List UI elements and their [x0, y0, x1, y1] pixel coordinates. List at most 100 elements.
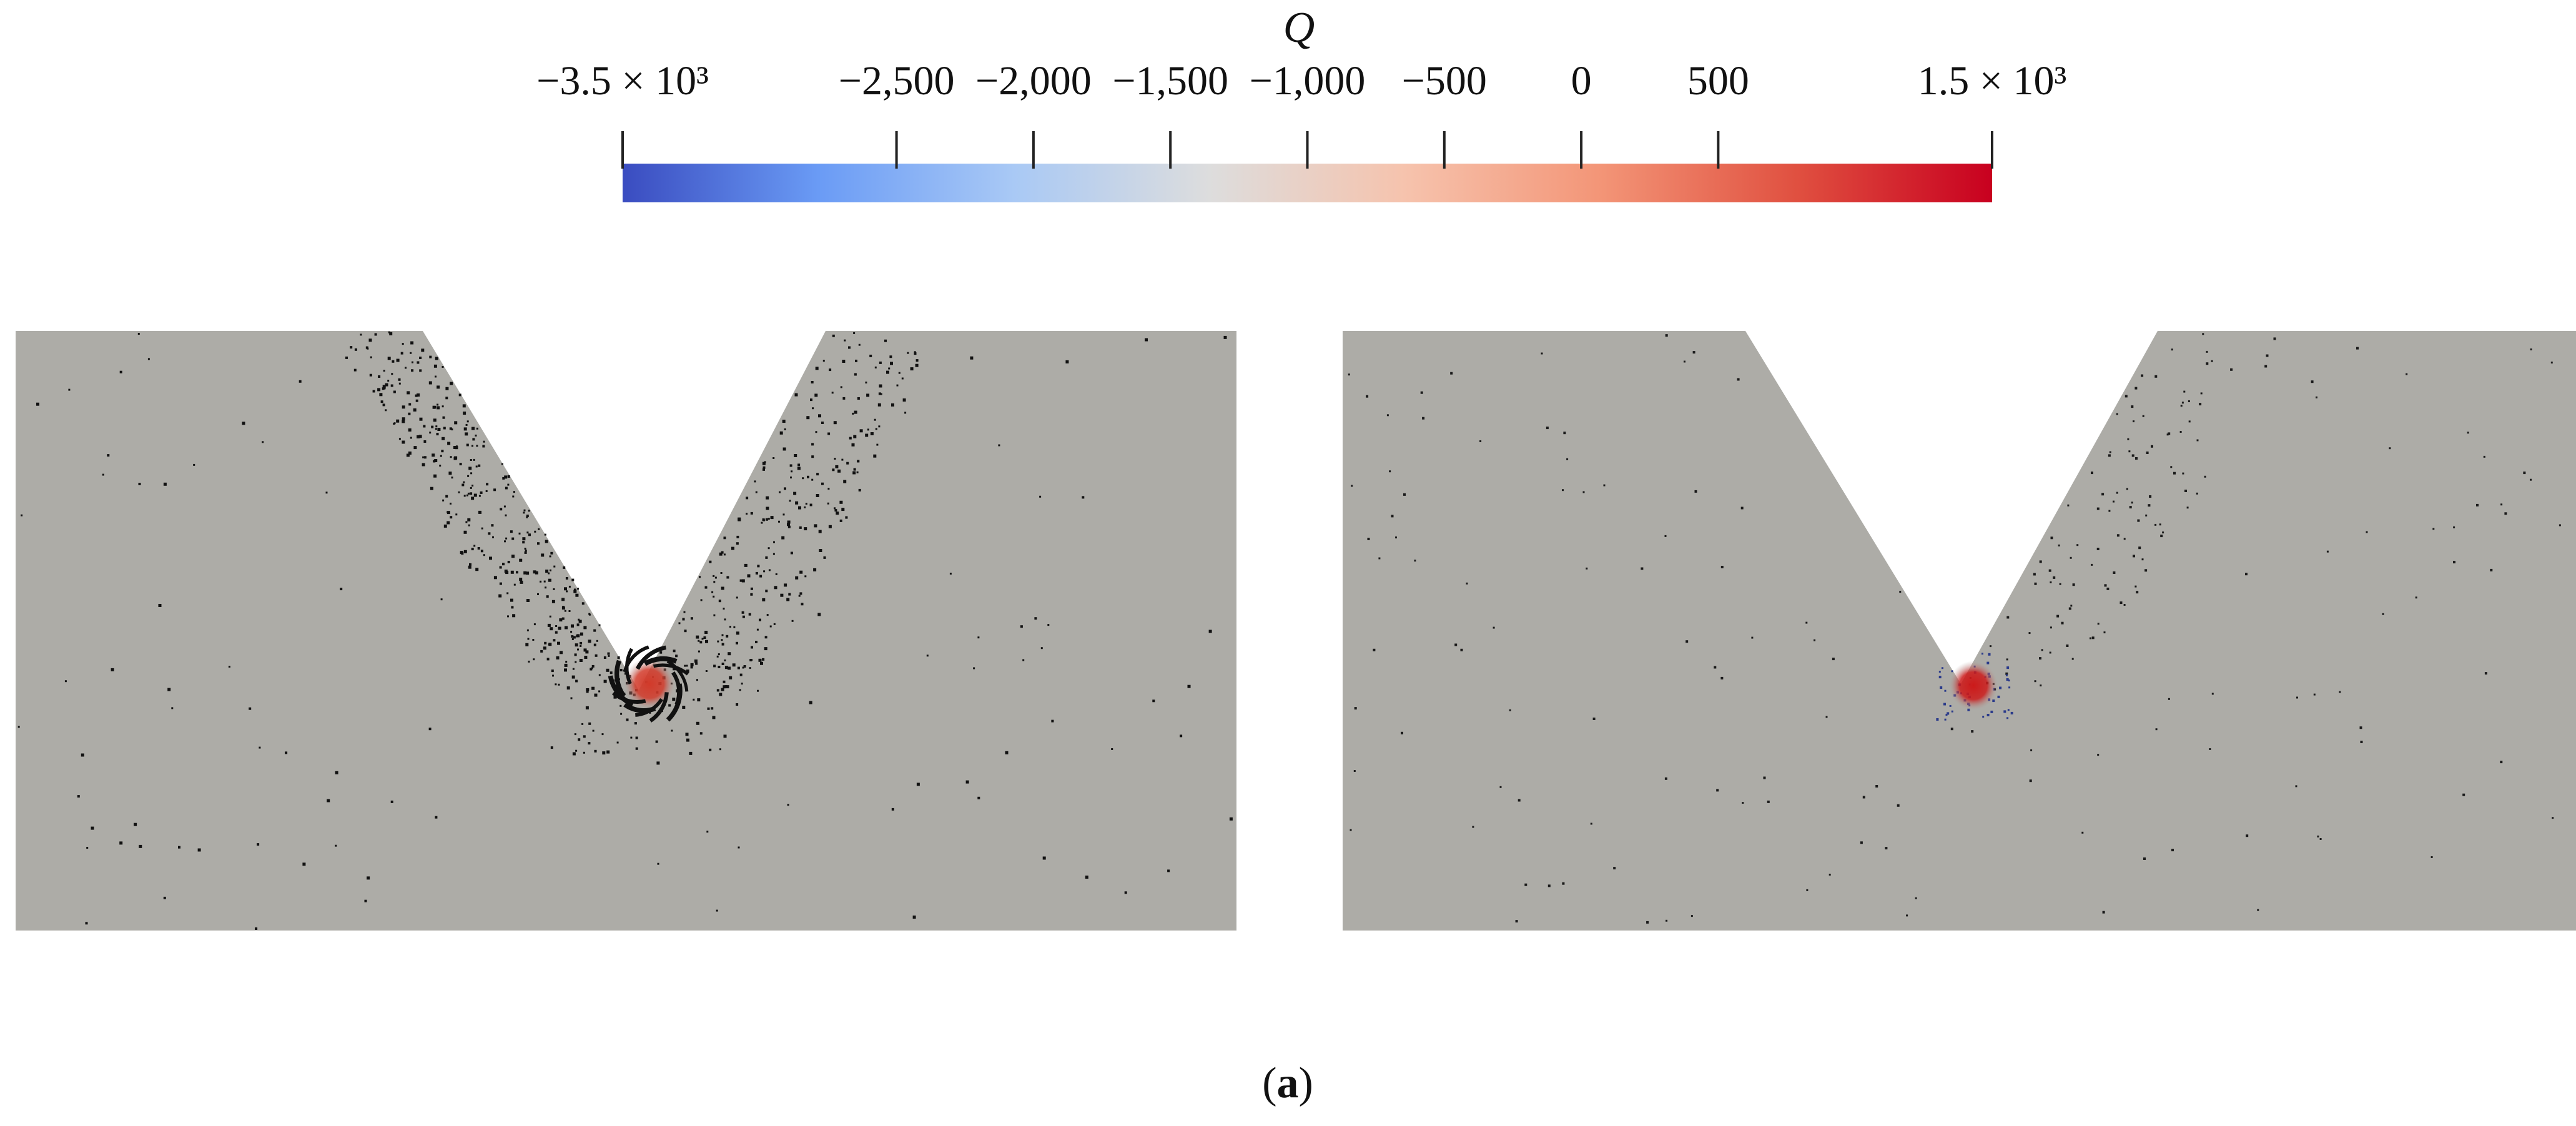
- particle-mark: [2245, 573, 2248, 576]
- swirl-stroke: [623, 702, 656, 713]
- particle-mark: [2155, 728, 2158, 731]
- particle-mark: [603, 656, 606, 659]
- particle-mark: [780, 593, 784, 597]
- particle-mark: [583, 751, 585, 754]
- particle-mark: [1180, 734, 1183, 738]
- particle-mark: [2462, 793, 2465, 796]
- particle-mark: [2053, 576, 2056, 579]
- particle-mark: [372, 390, 375, 393]
- particle-mark: [2006, 678, 2009, 681]
- particle-mark: [575, 643, 578, 647]
- particle-mark: [502, 477, 505, 480]
- particle-mark: [721, 663, 724, 665]
- particle-mark: [512, 614, 516, 618]
- particle-mark: [809, 701, 812, 704]
- particle-mark: [877, 403, 881, 407]
- particle-mark: [712, 716, 716, 719]
- particle-mark: [503, 505, 506, 508]
- particle-mark: [804, 527, 807, 531]
- particle-mark: [741, 579, 745, 583]
- particle-mark: [493, 488, 496, 491]
- particle-mark: [2430, 856, 2433, 858]
- particle-mark: [1403, 493, 1406, 496]
- particle-mark: [553, 588, 555, 590]
- particle-mark: [447, 442, 451, 445]
- particle-mark: [764, 647, 767, 651]
- particle-mark: [898, 372, 901, 374]
- particle-mark: [673, 667, 676, 671]
- particle-mark: [413, 446, 417, 450]
- particle-mark: [790, 477, 792, 479]
- particle-mark: [1692, 351, 1695, 354]
- particle-mark: [602, 751, 606, 755]
- particle-mark: [858, 343, 861, 346]
- particle-mark: [551, 600, 555, 603]
- particle-mark: [2145, 514, 2148, 516]
- particle-mark: [2096, 507, 2100, 510]
- particle-mark: [77, 795, 80, 798]
- particle-mark: [779, 431, 783, 435]
- particle-mark: [477, 547, 480, 550]
- particle-mark: [798, 506, 801, 510]
- particle-mark: [379, 393, 383, 397]
- particle-mark: [2040, 684, 2042, 687]
- particle-mark: [2029, 779, 2032, 783]
- particle-mark: [798, 595, 801, 597]
- particle-mark: [970, 356, 974, 360]
- particle-mark: [1684, 360, 1685, 363]
- particle-mark: [2319, 838, 2322, 840]
- particle-mark: [463, 481, 465, 483]
- particle-mark: [505, 537, 508, 540]
- particle-mark: [586, 688, 590, 691]
- particle-mark: [750, 587, 753, 590]
- particle-mark: [613, 695, 617, 699]
- particle-mark: [545, 570, 549, 573]
- particle-mark: [2366, 531, 2368, 533]
- particle-mark: [510, 570, 514, 574]
- particle-mark: [787, 520, 791, 524]
- particle-mark: [668, 704, 671, 707]
- particle-mark: [718, 600, 721, 603]
- particle-mark: [408, 412, 411, 415]
- particle-mark: [524, 551, 527, 554]
- particle-mark: [167, 688, 171, 691]
- particle-mark: [242, 422, 245, 425]
- colorbar-tick-label: −2,500: [838, 58, 955, 104]
- particle-mark: [1351, 485, 1353, 487]
- particle-mark: [2188, 400, 2190, 402]
- particle-mark: [2070, 556, 2072, 559]
- particle-mark: [578, 618, 580, 621]
- particle-mark: [593, 643, 596, 646]
- particle-mark: [466, 494, 468, 496]
- particle-mark: [430, 486, 433, 490]
- particle-mark: [848, 346, 851, 349]
- particle-mark: [571, 638, 574, 640]
- particle-mark: [1229, 817, 1233, 821]
- particle-mark: [787, 523, 790, 526]
- particle-mark: [583, 648, 587, 652]
- particle-mark: [119, 841, 123, 845]
- particle-mark: [684, 630, 687, 633]
- particle-mark: [766, 614, 769, 616]
- particle-mark: [454, 456, 458, 460]
- particle-mark: [2559, 524, 2561, 526]
- particle-mark: [594, 693, 598, 697]
- particle-mark: [2296, 696, 2298, 699]
- particle-mark: [437, 406, 440, 410]
- particle-mark: [519, 558, 523, 562]
- particle-mark: [504, 540, 506, 543]
- particle-mark: [385, 383, 388, 387]
- particle-mark: [2206, 362, 2209, 365]
- particle-mark: [2160, 535, 2163, 538]
- particle-mark: [2133, 555, 2135, 558]
- particle-mark: [478, 495, 481, 497]
- particle-mark: [2186, 506, 2189, 509]
- particle-mark: [433, 460, 436, 463]
- particle-mark: [884, 339, 887, 342]
- particle-mark: [794, 454, 797, 457]
- particle-mark: [736, 542, 739, 545]
- particle-mark: [86, 847, 89, 849]
- particle-mark: [548, 643, 552, 646]
- particle-mark: [91, 826, 94, 830]
- particle-mark: [1515, 920, 1518, 923]
